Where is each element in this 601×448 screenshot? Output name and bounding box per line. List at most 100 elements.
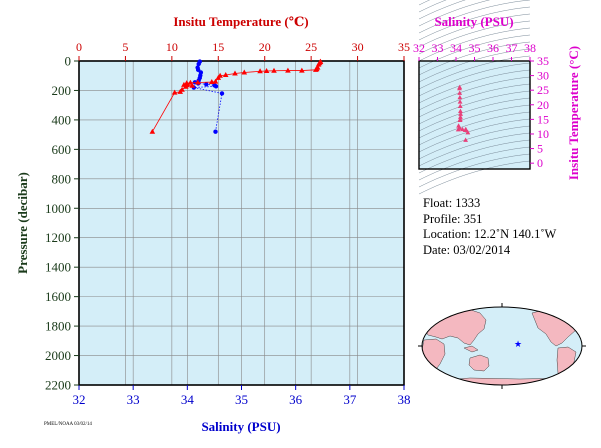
temperature-point: [285, 67, 291, 73]
density-contour: [418, 146, 531, 181]
density-contour: [418, 90, 531, 125]
density-contour: [418, 76, 531, 111]
pressure-tick-label: 0: [65, 54, 72, 69]
map-land-antarctica: [423, 377, 581, 385]
temperature-point: [187, 79, 194, 85]
ts-point: [457, 85, 462, 91]
float-location: Location: 12.2˚N 140.1˚W: [423, 227, 557, 241]
ts-salinity-tick-label: 33: [432, 41, 444, 55]
ts-temperature-tick-label: 25: [537, 83, 549, 97]
ts-salinity-tick-label: 34: [450, 41, 462, 55]
ts-temperature-tick-label: 35: [537, 54, 549, 68]
pressure-axis-title: Pressure (decibar): [15, 172, 30, 274]
temperature-axis: 0 5 10 15 20 25 30 35: [76, 40, 410, 61]
temperature-tick-label: 30: [352, 40, 364, 54]
pressure-tick-label: 800: [52, 171, 72, 186]
map-land-australia: [468, 354, 490, 372]
density-contour: [418, 139, 531, 174]
temperature-point: [177, 88, 184, 94]
salinity-tick-label: 34: [181, 392, 195, 407]
temperature-point: [232, 70, 238, 76]
pressure-tick-label: 400: [52, 112, 72, 127]
ts-temperature-tick-label: 20: [537, 98, 549, 112]
salinity-point: [195, 67, 201, 73]
density-contour: [418, 132, 531, 167]
ts-salinity-tick-label: 32: [413, 41, 425, 55]
density-contour: [418, 62, 531, 97]
ts-point: [457, 94, 463, 100]
density-contour: [418, 111, 531, 146]
density-contour: [418, 125, 531, 160]
salinity-tick-label: 33: [127, 392, 140, 407]
ts-point: [465, 129, 471, 135]
ts-salinity-axis: 32 33 34 35 36 37 38: [413, 41, 536, 61]
temperature-tick-label: 5: [122, 40, 128, 54]
ts-salinity-tick-label: 36: [487, 41, 499, 55]
density-contour: [418, 104, 531, 139]
pressure-tick-label: 1400: [45, 260, 71, 275]
temperature-point: [215, 74, 222, 80]
salinity-tick-label: 37: [343, 392, 357, 407]
ts-salinity-axis-title: Salinity (PSU): [434, 14, 513, 29]
temperature-tick-label: 25: [305, 40, 317, 54]
pressure-tick-label: 2000: [45, 348, 71, 363]
density-contour: [418, 41, 531, 76]
map-land-indonesia: [463, 345, 479, 353]
pressure-axis: 0 200 400 600 800 1000 1200 1400 1600 1800 2000 220…: [45, 54, 79, 393]
profile-date: Date: 03/02/2014: [423, 242, 511, 257]
density-contour: [418, 97, 531, 132]
ts-point: [455, 126, 461, 132]
salinity-point: [213, 129, 218, 134]
ts-point: [457, 117, 463, 123]
density-contour: [418, 83, 531, 118]
ts-point: [457, 99, 463, 104]
density-contour: [418, 153, 531, 188]
ts-point: [458, 114, 463, 119]
density-contour: [418, 160, 531, 195]
float-info: Float: 1333 Profile: 351 Location: 12.2˚…: [423, 196, 556, 258]
salinity-axis-title: Salinity (PSU): [201, 419, 280, 434]
ts-point: [458, 111, 464, 116]
temperature-point: [189, 82, 196, 88]
density-contour: [418, 118, 531, 153]
pressure-tick-label: 2200: [45, 378, 71, 393]
ts-temperature-tick-label: 10: [537, 127, 549, 141]
temperature-point: [271, 67, 277, 73]
temperature-point: [208, 79, 215, 85]
temperature-point: [257, 68, 263, 74]
temperature-point: [263, 68, 270, 74]
pressure-tick-label: 1000: [45, 201, 71, 216]
profile-number: Profile: 351: [423, 211, 483, 226]
temperature-point: [315, 61, 322, 67]
temperature-point: [222, 71, 229, 77]
temperature-tick-label: 35: [398, 40, 410, 54]
ts-point: [458, 108, 463, 114]
salinity-tick-label: 36: [289, 392, 303, 407]
location-map: ★: [418, 303, 586, 389]
ts-diagram-background: [419, 61, 530, 169]
ts-salinity-tick-label: 35: [469, 41, 481, 55]
temperature-tick-label: 10: [166, 40, 178, 54]
temperature-point: [299, 67, 305, 73]
density-contour: [418, 27, 531, 62]
ts-point: [463, 126, 469, 132]
temperature-point: [312, 66, 319, 72]
temperature-point: [182, 83, 189, 89]
salinity-point: [213, 84, 219, 89]
density-contour: [418, 69, 531, 104]
salinity-line: [193, 61, 223, 132]
pressure-tick-label: 200: [52, 83, 72, 98]
profile-plot: 0 5 10 15 20 25 30 35 32 33 34 35 36 37 38 0 200 400 600…: [15, 14, 411, 434]
float-location-marker: ★: [514, 339, 522, 349]
temperature-axis-title: Insitu Temperature (℃): [173, 14, 308, 29]
ts-temperature-axis-title: Insitu Temperature (°C): [566, 46, 581, 180]
ts-points: [455, 84, 471, 142]
ts-point: [457, 90, 463, 95]
salinity-tick-label: 38: [398, 392, 411, 407]
density-contour: [418, 0, 531, 34]
salinity-point: [204, 82, 209, 87]
ts-temperature-tick-label: 0: [537, 156, 543, 170]
